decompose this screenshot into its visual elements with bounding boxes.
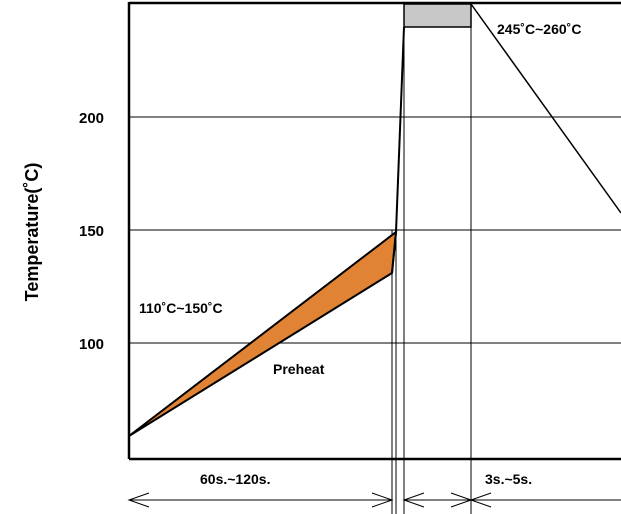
peak-range-label: 245˚C~260˚C (497, 21, 581, 37)
peak-time-arrow (469, 492, 621, 508)
preheat-time-label: 60s.~120s. (200, 471, 270, 487)
preheat-label: Preheat (273, 361, 325, 377)
peak-start-arrow (402, 492, 473, 508)
y-tick-label-100: 100 (79, 336, 104, 353)
y-tick-label-200: 200 (79, 110, 104, 127)
peak-time-label: 3s.~5s. (485, 471, 532, 487)
preheat-range-label: 110˚C~150˚C (139, 300, 223, 316)
horizontal-gridlines (129, 116, 621, 344)
y-axis-label: Temperature(˚C) (22, 163, 42, 302)
profile-rise-line (391, 26, 405, 274)
preheat-time-arrow (127, 492, 394, 508)
y-tick-label-150: 150 (79, 223, 104, 240)
peak-band (403, 3, 472, 28)
axes (127, 1, 621, 461)
cooling-line (470, 3, 621, 214)
preheat-area (128, 229, 398, 437)
vertical-guides (391, 4, 472, 514)
